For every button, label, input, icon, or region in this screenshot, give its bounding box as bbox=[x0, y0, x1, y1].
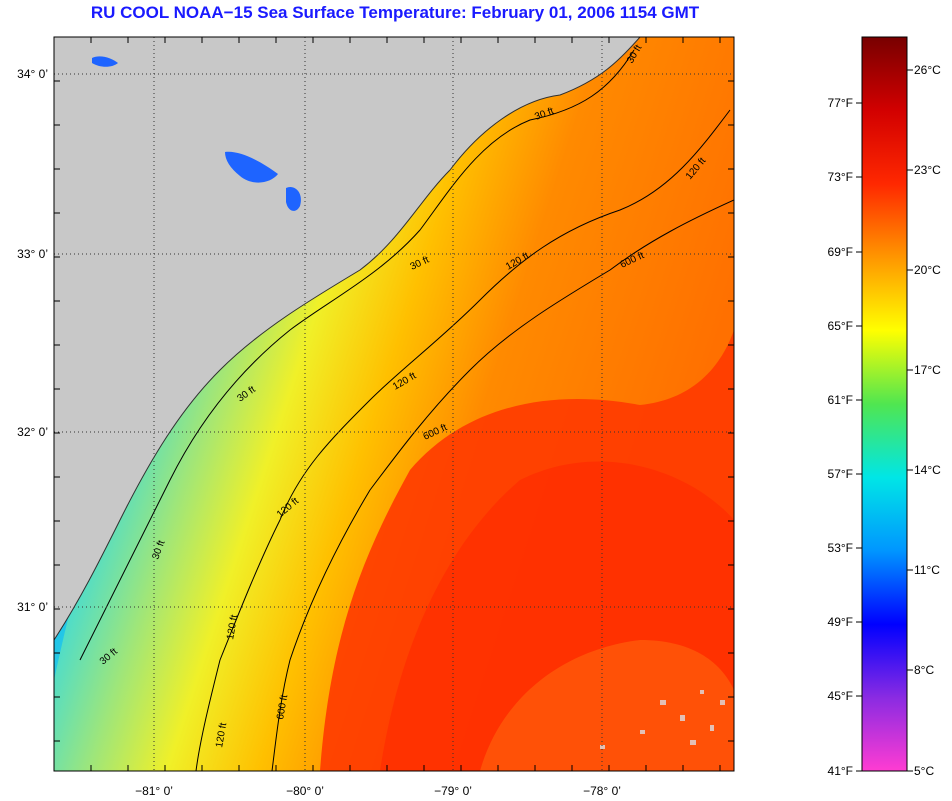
lat-tick-label: 32° 0’ bbox=[17, 425, 48, 439]
contour-label: 120 ft bbox=[214, 722, 229, 749]
fahrenheit-label: 73°F bbox=[828, 170, 853, 184]
celsius-label: 17°C bbox=[914, 363, 941, 377]
celsius-label: 5°C bbox=[914, 764, 934, 778]
celsius-label: 23°C bbox=[914, 163, 941, 177]
contour-600ft bbox=[271, 199, 734, 771]
lon-tick-label: −81° 0’ bbox=[135, 784, 173, 798]
contour-label: 120 ft bbox=[225, 614, 240, 641]
map-frame bbox=[53, 36, 735, 772]
lon-tick-label: −79° 0’ bbox=[434, 784, 472, 798]
fahrenheit-label: 57°F bbox=[828, 467, 853, 481]
lon-tick-label: −78° 0’ bbox=[583, 784, 621, 798]
lat-tick-label: 31° 0’ bbox=[17, 600, 48, 614]
celsius-label: 26°C bbox=[914, 63, 941, 77]
contour-120ft bbox=[195, 109, 731, 771]
map-ticks: 34° 0’ 33° 0’ 32° 0’ 31° 0’ −81° 0’ −80° 0’ −7… bbox=[17, 36, 734, 798]
celsius-label: 20°C bbox=[914, 263, 941, 277]
fahrenheit-label: 53°F bbox=[828, 541, 853, 555]
contour-30ft bbox=[79, 49, 635, 661]
inland-lake-2 bbox=[225, 151, 278, 183]
warm-eddy bbox=[480, 640, 734, 771]
contour-label: 600 ft bbox=[275, 694, 290, 721]
map-title: RU COOL NOAA−15 Sea Surface Temperature:… bbox=[90, 3, 700, 22]
fahrenheit-label: 61°F bbox=[828, 393, 853, 407]
fahrenheit-label: 41°F bbox=[828, 764, 853, 778]
fahrenheit-label: 45°F bbox=[828, 689, 853, 703]
coastline bbox=[54, 37, 641, 641]
inland-lake-1 bbox=[92, 56, 118, 67]
celsius-label: 11°C bbox=[914, 563, 940, 577]
inland-lake-3 bbox=[286, 186, 301, 211]
cloud-pixels bbox=[600, 690, 725, 749]
lon-tick-label: −80° 0’ bbox=[286, 784, 324, 798]
lat-tick-label: 33° 0’ bbox=[17, 247, 48, 261]
fahrenheit-label: 49°F bbox=[828, 615, 853, 629]
fahrenheit-label: 69°F bbox=[828, 245, 853, 259]
lat-lon-grid bbox=[54, 37, 734, 771]
lat-tick-label: 34° 0’ bbox=[17, 67, 48, 81]
gulf-stream-core bbox=[380, 461, 734, 771]
fahrenheit-label: 77°F bbox=[828, 96, 853, 110]
color-scale-bar bbox=[861, 36, 908, 772]
fahrenheit-label: 65°F bbox=[828, 319, 853, 333]
color-scale-ticks: 77°F 73°F 69°F 65°F 61°F 57°F 53°F 49°F 45°F 41°F… bbox=[828, 63, 942, 778]
celsius-label: 14°C bbox=[914, 463, 941, 477]
land-mass bbox=[54, 37, 640, 640]
celsius-label: 8°C bbox=[914, 663, 934, 677]
